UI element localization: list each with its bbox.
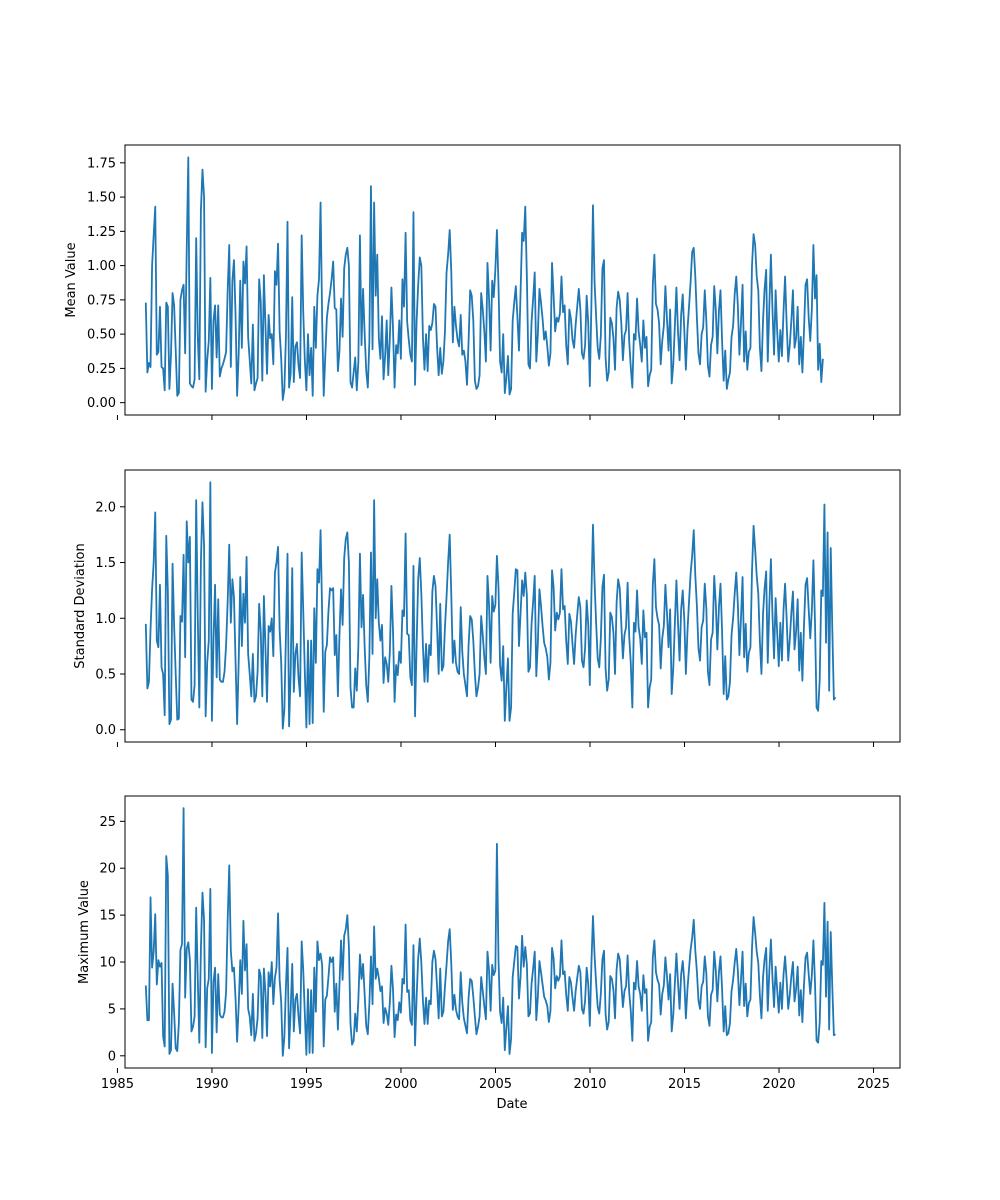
maximum-value-y-tick-label: 20 bbox=[99, 862, 116, 877]
maximum-value-axes-frame bbox=[124, 795, 901, 1069]
x-tick-label: 2010 bbox=[573, 1077, 606, 1092]
x-tick-label: 1995 bbox=[290, 1077, 323, 1092]
mean-value-y-tick-label: 1.50 bbox=[87, 191, 116, 206]
mean-value-y-tick-label: 0.75 bbox=[87, 293, 116, 308]
x-tick-label: 2015 bbox=[668, 1077, 701, 1092]
mean-value-y-tick-label: 0.25 bbox=[87, 362, 116, 377]
mean-value-axes-frame bbox=[124, 144, 901, 416]
maximum-value-y-tick-label: 10 bbox=[99, 956, 116, 971]
standard-deviation-y-tick-label: 1.0 bbox=[95, 612, 116, 627]
standard-deviation-y-tick-label: 0.0 bbox=[95, 723, 116, 738]
standard-deviation-axes-frame bbox=[124, 469, 901, 743]
maximum-value-y-tick-label: 0 bbox=[108, 1049, 116, 1064]
x-tick-label: 2005 bbox=[479, 1077, 512, 1092]
mean-value-y-tick-label: 0.50 bbox=[87, 328, 116, 343]
x-tick-label: 1985 bbox=[101, 1077, 134, 1092]
standard-deviation-y-axis-label: Standard Deviation bbox=[73, 543, 88, 668]
standard-deviation-y-tick-label: 2.0 bbox=[95, 500, 116, 515]
mean-value-y-tick-label: 1.00 bbox=[87, 259, 116, 274]
standard-deviation-y-tick-label: 1.5 bbox=[95, 556, 116, 571]
maximum-value-y-tick-label: 15 bbox=[99, 909, 116, 924]
standard-deviation-panel: 0.0 0.5 1.0 1.5 2.0 Standard Deviation bbox=[73, 469, 901, 747]
mean-value-y-tick-label: 0.00 bbox=[87, 396, 116, 411]
mean-value-panel: 0.00 0.25 0.50 0.75 1.00 1.25 1.50 1.75 Mean Val… bbox=[64, 144, 901, 420]
standard-deviation-y-tick-label: 0.5 bbox=[95, 668, 116, 683]
x-tick-label: 1990 bbox=[195, 1077, 228, 1092]
standard-deviation-series-line bbox=[144, 481, 837, 730]
mean-value-series-line bbox=[144, 156, 824, 401]
maximum-value-y-tick-label: 25 bbox=[99, 815, 116, 830]
maximum-value-y-axis-label: Maximum Value bbox=[77, 880, 92, 984]
x-axis-label: Date bbox=[496, 1097, 527, 1112]
maximum-value-y-tick-label: 5 bbox=[108, 1002, 116, 1017]
mean-value-y-tick-label: 1.25 bbox=[87, 225, 116, 240]
maximum-value-series-line bbox=[144, 807, 836, 1057]
x-tick-label: 2020 bbox=[762, 1077, 795, 1092]
x-tick-label: 2025 bbox=[857, 1077, 890, 1092]
mean-value-y-axis-label: Mean Value bbox=[64, 242, 79, 317]
maximum-value-panel: 1985 1990 1995 2000 2005 2010 2015 2020 20250510… bbox=[77, 795, 901, 1092]
x-tick-label: 2000 bbox=[384, 1077, 417, 1092]
mean-value-y-tick-label: 1.75 bbox=[87, 156, 116, 171]
